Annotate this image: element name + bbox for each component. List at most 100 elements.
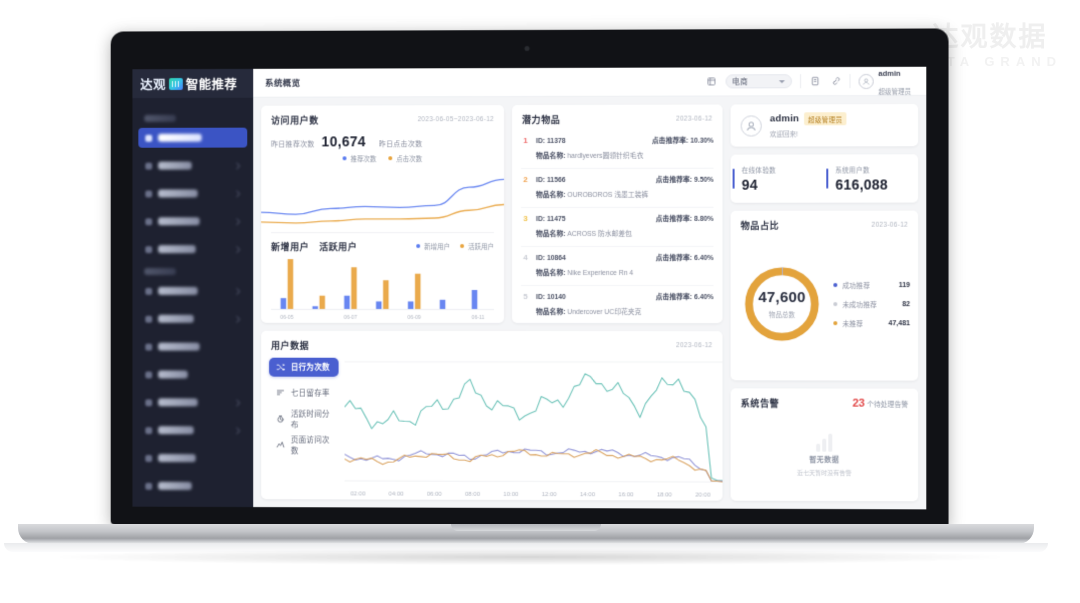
app-window: 达观 智能推荐 系统概览 [132,66,927,510]
sidebar-item-label [158,481,192,490]
sidebar-item-0-2[interactable] [138,183,247,203]
sidebar-item-icon [145,245,153,253]
user-menu[interactable]: admin 超级管理员 [858,67,916,99]
legend-label: 新增用户 [424,244,451,252]
tab-label: 日行为次数 [290,362,330,372]
list-item[interactable]: 3 ID: 11475 点击推荐率: 8.80% 物品名称: ACROSS 防水邮差包 [521,207,714,248]
x-tick-label: 10:00 [503,491,519,498]
item-id: ID: 11475 [535,215,566,223]
x-tick-label: 14:00 [579,492,596,499]
sidebar-item-icon [145,189,153,197]
link-icon[interactable] [829,75,841,87]
sidebar-item-0-3[interactable] [138,211,247,231]
items-card-title: 潜力物品 [522,114,561,126]
kpi-value: 94 [741,176,758,193]
sidebar-item-label [158,217,200,226]
visit-card-header: 访问用户数 2023-06-05~2023-06-12 [261,105,504,129]
watermark: 达观数据 DATA GRAND [917,24,1062,69]
item-ratio-donut-chart: 47,600 物品总数 [739,261,826,347]
sidebar-item-label [158,454,196,463]
sidebar-item-label [158,426,194,435]
item-rate: 点击推荐率: 6.40% [655,294,714,302]
watermark-en: DATA GRAND [917,54,1062,69]
item-rank: 4 [523,252,528,263]
brand-product: 智能推荐 [185,77,238,92]
item-line-1: ID: 11475 点击推荐率: 8.80% [536,213,713,223]
legend-dot-icon [342,156,347,161]
svg-text:06-09: 06-09 [408,314,421,320]
webcam-icon [524,45,530,52]
sidebar-item-0-4[interactable] [138,239,247,259]
kpi-label: 系统用户数 [835,167,870,175]
tab-3[interactable]: 页面访问次数 [269,434,339,455]
tab-2[interactable]: 活跃时间分布 [269,409,339,429]
item-body: ID: 11475 点击推荐率: 8.80% 物品名称: ACROSS 防水邮差包 [536,213,713,241]
kpi-value: 616,088 [835,176,888,193]
item-name: 物品名称: OUROBOROS 浅墨工装裤 [535,191,649,199]
item-name: 物品名称: Undercover UC印花夹克 [535,309,642,317]
svg-text:06-07: 06-07 [344,314,357,320]
item-name: 物品名称: Nike Experience Rn 4 [535,269,634,277]
donut-center: 47,600 物品总数 [739,261,826,347]
item-body: ID: 10140 点击推荐率: 6.40% 物品名称: Undercover UC… [536,291,713,319]
ratio-legend-value: 82 [902,300,911,308]
project-select[interactable]: 电商 [725,74,792,89]
item-body: ID: 11566 点击推荐率: 9.50% 物品名称: OUROBOROS 浅墨工… [536,174,713,202]
grid-apps-icon[interactable] [705,75,717,87]
divider [799,74,801,89]
legend-dot-icon [388,156,393,161]
sidebar-item-icon [145,343,153,351]
ratio-legend-label: 未成功推荐 [842,302,877,310]
sidebar-group-label [144,114,176,122]
legend-item-1: 点击次数 [388,153,422,163]
sidebar-item-1-2[interactable] [138,337,247,357]
userdata-card-title: 用户数据 [271,340,310,351]
user-name: admin [878,68,901,78]
sidebar-item-1-7[interactable] [138,476,247,496]
list-item[interactable]: 1 ID: 11378 点击推荐率: 10.30% 物品名称: hardlyevers… [521,129,714,170]
document-icon[interactable] [809,75,821,87]
sidebar-item-1-4[interactable] [138,392,247,412]
sidebar-item-label [158,245,196,254]
tab-label: 页面访问次数 [290,434,330,455]
item-line-1: ID: 11378 点击推荐率: 10.30% [536,135,713,145]
user-data-card: 用户数据 2023-06-12 日行为次数七日留存率活跃时间分布页面访问次数 0… [261,330,723,501]
chevron-right-icon [233,315,241,323]
sidebar-item-label [158,286,198,295]
sidebar-item-0-0[interactable] [138,127,248,148]
item-id: ID: 11566 [535,176,566,184]
userdata-card-date: 2023-06-12 [676,342,713,350]
item-name: 物品名称: hardlyevers圆领针织毛衣 [535,152,644,160]
userdata-body: 日行为次数 七日留存率 活跃时间分布 页面访问次数 02:00 04:00 06:00 08… [261,354,722,501]
ratio-card-date: 2023-06-12 [871,221,909,229]
x-tick-label: 20:00 [695,492,711,499]
sidebar-item-1-6[interactable] [138,448,247,468]
tab-0[interactable]: 日行为次数 [269,357,339,377]
welcome-subtitle: 欢迎回来! [769,131,798,139]
sidebar-item-1-3[interactable] [138,364,247,384]
right-column: admin 超级管理员 欢迎回来! 在线体验数 94 系统用户数 616,088 物品… [730,103,919,502]
list-item[interactable]: 2 ID: 11566 点击推荐率: 9.50% 物品名称: OUROBOROS 浅墨… [521,168,714,209]
item-rate: 点击推荐率: 8.80% [655,215,714,223]
legend-dot-icon [833,302,838,307]
status-badge: 超级管理员 [804,112,847,126]
tab-1[interactable]: 七日留存率 [269,384,339,403]
sidebar-item-1-1[interactable] [138,309,247,329]
item-rank: 2 [523,174,528,185]
visit-stat-label-2: 昨日点击次数 [378,141,423,149]
brand-logo[interactable]: 达观 智能推荐 [132,68,254,99]
sidebar-item-0-1[interactable] [138,156,247,176]
empty-subtitle: 近七天暂时没有告警 [797,470,852,477]
sidebar-item-1-5[interactable] [138,420,247,440]
legend-dot-icon [833,283,838,288]
userdata-card-header: 用户数据 2023-06-12 [261,331,722,354]
ratio-legend-value: 47,481 [888,319,911,327]
list-item[interactable]: 5 ID: 10140 点击推荐率: 6.40% 物品名称: Undercover U… [521,286,713,323]
welcome-card: admin 超级管理员 欢迎回来! [730,103,919,147]
laptop-screen: 达观 智能推荐 系统概览 [132,66,927,510]
list-item[interactable]: 4 ID: 10864 点击推荐率: 6.40% 物品名称: Nike Experie… [521,246,714,287]
sidebar-item-label [158,398,198,407]
x-tick-label: 06:00 [426,491,442,498]
laptop-base [18,524,1034,544]
sidebar-item-1-0[interactable] [138,281,247,301]
